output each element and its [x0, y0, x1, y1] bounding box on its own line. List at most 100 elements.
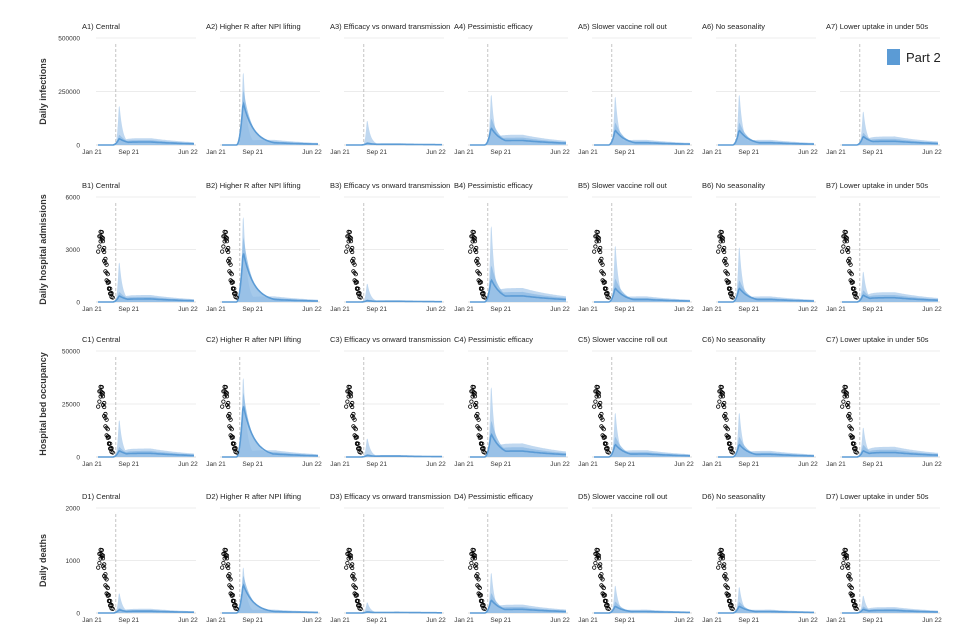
legend: Part 2: [887, 49, 941, 65]
x-tick-label: Jun 22: [178, 617, 198, 624]
observed-points: [468, 384, 487, 455]
y-tick-label: 50000: [62, 349, 80, 356]
observed-point: [849, 585, 854, 591]
observed-points: [592, 547, 611, 612]
x-tick-label: Jun 22: [674, 149, 694, 156]
observed-points: [96, 229, 115, 300]
credible-interval-inner: [594, 601, 690, 613]
y-tick-label: 250000: [58, 89, 80, 96]
x-tick-label: Sep 21: [614, 461, 635, 468]
observed-point: [593, 244, 598, 249]
observed-point: [846, 249, 851, 255]
credible-interval-outer: [718, 587, 814, 613]
observed-point: [844, 556, 850, 561]
x-tick-label: Jun 22: [922, 306, 942, 313]
observed-point: [596, 556, 602, 561]
credible-interval-inner: [718, 122, 814, 145]
observed-point: [474, 565, 479, 571]
observed-point: [104, 577, 109, 582]
observed-points: [220, 547, 239, 612]
observed-point: [350, 404, 355, 410]
observed-point: [470, 384, 475, 389]
observed-point: [720, 556, 726, 561]
x-tick-label: Sep 21: [118, 617, 139, 624]
median-line: [470, 278, 566, 303]
observed-point: [850, 286, 856, 291]
observed-point: [105, 585, 110, 591]
observed-point: [228, 417, 233, 422]
credible-interval-inner: [222, 575, 318, 613]
observed-point: [220, 404, 225, 409]
observed-point: [853, 290, 858, 296]
observed-point: [717, 244, 722, 249]
observed-point: [472, 556, 478, 561]
observed-point: [346, 384, 351, 389]
observed-point: [601, 427, 606, 432]
x-tick-label: Sep 21: [118, 306, 139, 313]
x-tick-label: Jan 21: [82, 149, 102, 156]
observed-points: [344, 384, 363, 455]
observed-point: [840, 404, 845, 409]
observed-point: [600, 417, 605, 422]
observed-point: [477, 593, 482, 598]
credible-interval-outer: [594, 96, 690, 145]
x-tick-label: Jan 21: [578, 617, 598, 624]
x-tick-label: Jan 21: [454, 617, 474, 624]
observed-point: [474, 404, 479, 410]
credible-interval-outer: [222, 217, 318, 302]
observed-point: [352, 577, 357, 582]
observed-point: [98, 547, 103, 552]
x-tick-label: Sep 21: [242, 461, 263, 468]
x-tick-label: Jun 22: [550, 461, 570, 468]
observed-point: [602, 599, 608, 604]
observed-points: [344, 229, 363, 300]
panel-title: C1) Central: [82, 335, 121, 344]
credible-interval-outer: [98, 106, 194, 145]
observed-point: [592, 249, 597, 254]
credible-interval-outer: [470, 226, 566, 302]
observed-point: [478, 441, 484, 446]
observed-point: [726, 286, 732, 291]
observed-point: [481, 606, 486, 611]
observed-point: [722, 565, 727, 571]
observed-points: [592, 229, 611, 300]
observed-point: [602, 441, 608, 446]
observed-point: [481, 294, 486, 299]
median-line: [222, 101, 318, 146]
observed-point: [357, 290, 362, 296]
observed-point: [593, 399, 598, 404]
x-tick-label: Jun 22: [922, 461, 942, 468]
credible-interval-outer: [718, 247, 814, 302]
credible-interval-outer: [346, 283, 442, 302]
observed-point: [841, 244, 846, 249]
observed-point: [109, 449, 114, 454]
observed-point: [722, 249, 727, 255]
x-tick-label: Jan 21: [578, 461, 598, 468]
x-tick-label: Sep 21: [490, 306, 511, 313]
credible-interval-outer: [346, 120, 442, 145]
observed-point: [100, 553, 106, 558]
observed-point: [853, 606, 858, 611]
x-tick-label: Jan 21: [454, 306, 474, 313]
panel-title: B7) Lower uptake in under 50s: [826, 181, 928, 190]
median-line: [718, 287, 814, 303]
x-tick-label: Jan 21: [454, 461, 474, 468]
observed-point: [224, 394, 230, 399]
observed-point: [716, 565, 721, 570]
observed-point: [222, 229, 227, 234]
observed-point: [724, 577, 729, 582]
observed-point: [469, 244, 474, 249]
observed-point: [229, 435, 234, 440]
observed-point: [230, 286, 236, 291]
x-tick-label: Sep 21: [614, 149, 635, 156]
observed-point: [853, 294, 858, 299]
panel: D7) Lower uptake in under 50s Jan 21 Sep 2…: [826, 492, 942, 624]
observed-point: [476, 417, 481, 422]
observed-point: [849, 593, 854, 598]
x-tick-label: Sep 21: [242, 149, 263, 156]
median-line: [594, 287, 690, 303]
observed-point: [229, 427, 234, 432]
observed-point: [726, 599, 732, 604]
observed-point: [230, 599, 236, 604]
x-tick-label: Sep 21: [490, 461, 511, 468]
